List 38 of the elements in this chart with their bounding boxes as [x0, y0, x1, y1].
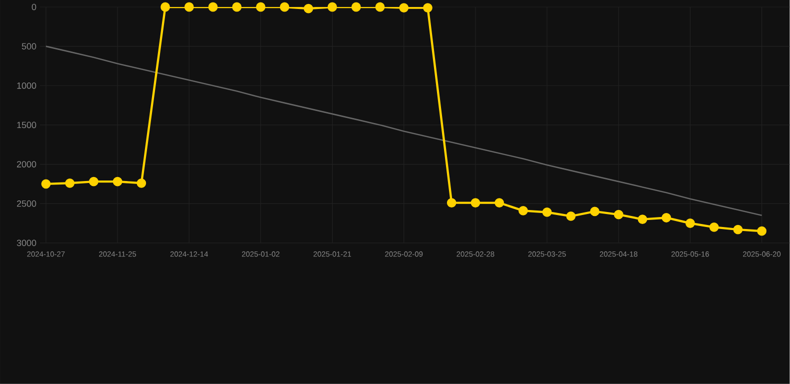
y-tick-label: 2000: [16, 161, 36, 168]
point: [112, 176, 122, 186]
point: [423, 3, 432, 13]
point: [184, 2, 194, 12]
point: [399, 3, 409, 13]
point: [41, 179, 51, 189]
point: [709, 222, 719, 232]
point: [662, 213, 672, 223]
point: [88, 176, 98, 186]
y-tick-label: 3000: [16, 240, 36, 246]
point: [351, 2, 361, 12]
point: [304, 4, 314, 14]
point: [375, 2, 385, 12]
point: [757, 226, 766, 236]
point: [232, 2, 242, 12]
point: [542, 208, 552, 218]
point: [638, 214, 648, 224]
point: [494, 198, 504, 208]
y-tick-label: 1500: [17, 122, 36, 128]
point: [566, 212, 576, 221]
point: [446, 198, 456, 208]
point: [733, 224, 743, 234]
y-tick-label: 0: [32, 4, 36, 10]
point: [280, 2, 290, 12]
point: [686, 218, 695, 228]
y-tick-label: 2500: [16, 200, 36, 207]
point: [208, 2, 218, 12]
point: [65, 178, 75, 188]
point: [256, 2, 266, 12]
point: [160, 2, 170, 12]
point: [328, 2, 337, 12]
y-tick-label: 500: [22, 43, 36, 50]
point: [590, 206, 600, 216]
y-tick-label: 1000: [17, 82, 36, 89]
point: [518, 206, 528, 216]
point: [136, 178, 146, 188]
point: [470, 198, 480, 208]
point: [614, 210, 624, 220]
